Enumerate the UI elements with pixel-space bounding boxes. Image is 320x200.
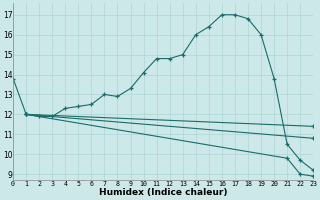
X-axis label: Humidex (Indice chaleur): Humidex (Indice chaleur) xyxy=(99,188,228,197)
